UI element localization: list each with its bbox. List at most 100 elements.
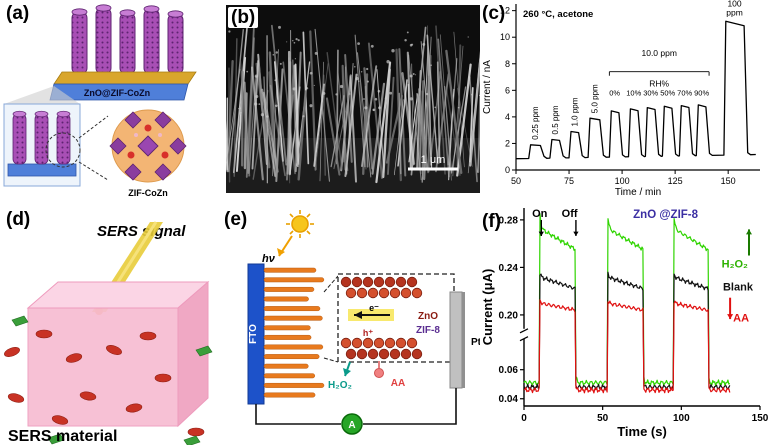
svg-text:0.04: 0.04 bbox=[499, 394, 519, 405]
aa-label: AA bbox=[391, 378, 405, 389]
electron-label: e⁻ bbox=[369, 303, 379, 313]
h2o2-arrow-icon bbox=[343, 361, 351, 377]
hv-label: hν bbox=[262, 253, 276, 265]
panel-b: (b) 1 μm bbox=[226, 5, 480, 193]
light-arrow-icon bbox=[277, 235, 293, 257]
analyte-particles-icon bbox=[4, 329, 205, 437]
dashed-link-top bbox=[78, 115, 109, 139]
svg-text:8: 8 bbox=[505, 59, 510, 69]
svg-text:70%: 70% bbox=[677, 89, 692, 98]
acetone-sensing-chart: 50 75 100 125 150 0 2 4 6 8 10 12 Time / min Current … bbox=[482, 0, 760, 198]
svg-text:90%: 90% bbox=[694, 89, 709, 98]
svg-text:0.24: 0.24 bbox=[499, 263, 519, 274]
svg-text:ZnO @ZIF-8: ZnO @ZIF-8 bbox=[633, 209, 698, 221]
sem-image: 1 μm bbox=[226, 5, 480, 193]
svg-text:1.0 ppm: 1.0 ppm bbox=[570, 97, 579, 126]
svg-text:Time / min: Time / min bbox=[615, 187, 661, 198]
ammeter-icon bbox=[341, 413, 363, 435]
pec-schematic: hν FTO e⁻ h⁺ ZnO ZIF-8 bbox=[247, 210, 480, 435]
panel-a-caption-bottom: ZIF-CoZn bbox=[128, 188, 168, 198]
svg-text:50: 50 bbox=[597, 413, 609, 424]
panel-b-label: (b) bbox=[228, 7, 259, 28]
svg-text:10: 10 bbox=[500, 32, 510, 42]
svg-text:5.0 ppm: 5.0 ppm bbox=[591, 84, 600, 113]
svg-text:RH%: RH% bbox=[649, 78, 669, 88]
svg-text:AA: AA bbox=[733, 312, 749, 324]
svg-text:100: 100 bbox=[615, 176, 630, 186]
svg-text:10.0 ppm: 10.0 ppm bbox=[641, 48, 676, 58]
sers-signal-label: SERS signal bbox=[97, 223, 186, 240]
svg-text:50%: 50% bbox=[660, 89, 675, 98]
sers-cube-icon bbox=[26, 280, 210, 428]
svg-text:10%: 10% bbox=[626, 89, 641, 98]
panel-f: (f) 0 50 100 150 0.20 0.24 0.28 0.04 0.06 Time (s… bbox=[480, 200, 768, 445]
svg-text:H₂O₂: H₂O₂ bbox=[722, 258, 748, 270]
svg-text:0%: 0% bbox=[609, 89, 620, 98]
dashed-link-bottom bbox=[78, 161, 109, 181]
sun-icon bbox=[286, 210, 314, 238]
h2o2-label: H₂O₂ bbox=[328, 380, 352, 391]
panel-e: (e) hν FTO bbox=[222, 200, 480, 445]
pt-electrode-shade bbox=[462, 292, 465, 388]
dashed-link-1 bbox=[323, 275, 339, 293]
svg-text:150: 150 bbox=[752, 413, 768, 424]
panel-a-label: (a) bbox=[6, 3, 30, 24]
hole-label: h⁺ bbox=[363, 328, 373, 338]
svg-text:Blank: Blank bbox=[723, 282, 754, 294]
svg-text:260 °C, acetone: 260 °C, acetone bbox=[523, 9, 593, 20]
svg-text:0.5 ppm: 0.5 ppm bbox=[551, 105, 560, 134]
zif8-label: ZIF-8 bbox=[416, 325, 440, 336]
svg-text:0.06: 0.06 bbox=[499, 365, 519, 376]
svg-text:On: On bbox=[532, 208, 548, 220]
svg-text:125: 125 bbox=[668, 176, 683, 186]
pt-label: Pt bbox=[471, 337, 480, 348]
panel-c: (c) 50 75 100 125 150 0 2 4 6 8 10 12 Time / min Curr… bbox=[480, 0, 768, 200]
zno-nanorod-comb-icon bbox=[263, 267, 325, 398]
svg-text:ppm: ppm bbox=[726, 8, 743, 18]
svg-text:0: 0 bbox=[505, 165, 510, 175]
panel-f-label: (f) bbox=[482, 211, 501, 232]
svg-text:0.28: 0.28 bbox=[499, 215, 519, 226]
zoom-wedge bbox=[4, 86, 80, 104]
pt-electrode-icon bbox=[449, 291, 463, 389]
svg-text:50: 50 bbox=[511, 176, 521, 186]
svg-text:Time (s): Time (s) bbox=[617, 424, 667, 439]
svg-text:1 μm: 1 μm bbox=[421, 154, 446, 166]
dashed-zoom-circle bbox=[45, 132, 81, 168]
panel-d-label: (d) bbox=[6, 209, 31, 230]
sers-schematic: SERS signal bbox=[4, 221, 213, 445]
photocurrent-chart: 0 50 100 150 0.20 0.24 0.28 0.04 0.06 Time (s) Cur… bbox=[480, 208, 768, 439]
svg-text:0.20: 0.20 bbox=[499, 310, 519, 321]
svg-text:75: 75 bbox=[564, 176, 574, 186]
svg-text:Off: Off bbox=[562, 208, 578, 220]
core-shell-inset: e⁻ h⁺ ZnO ZIF-8 bbox=[337, 273, 455, 363]
svg-text:2: 2 bbox=[505, 138, 510, 148]
svg-text:12: 12 bbox=[500, 6, 510, 16]
svg-text:Current / nA: Current / nA bbox=[482, 60, 493, 114]
panel-a: (a) bbox=[0, 0, 210, 200]
ammeter-label: A bbox=[348, 420, 355, 431]
circuit-wire-icon bbox=[255, 388, 457, 425]
aa-molecule-icon bbox=[374, 368, 384, 378]
fto-label: FTO bbox=[248, 324, 259, 344]
dashed-link-2 bbox=[323, 357, 339, 363]
svg-text:0: 0 bbox=[521, 413, 527, 424]
svg-text:4: 4 bbox=[505, 112, 510, 122]
nanorod-array-icon bbox=[71, 4, 184, 75]
panel-e-label: (e) bbox=[224, 209, 248, 230]
svg-text:30%: 30% bbox=[643, 89, 658, 98]
svg-text:100: 100 bbox=[727, 0, 741, 9]
svg-text:100: 100 bbox=[673, 413, 690, 424]
panel-a-caption-top: ZnO@ZIF-CoZn bbox=[84, 88, 150, 98]
panel-a-schematic: ZnO@ZIF-CoZn bbox=[3, 4, 197, 198]
svg-text:0.25 ppm: 0.25 ppm bbox=[531, 106, 540, 140]
sers-material-caption: SERS material bbox=[8, 428, 117, 445]
zif-cozn-structure-icon bbox=[109, 109, 187, 183]
svg-text:6: 6 bbox=[505, 85, 510, 95]
zoom-box-icon bbox=[3, 103, 81, 187]
panel-d: (d) SERS signal bbox=[0, 200, 222, 445]
panel-c-label: (c) bbox=[482, 3, 506, 24]
zno-label: ZnO bbox=[418, 311, 438, 322]
green-flake-particles-icon bbox=[11, 315, 213, 445]
